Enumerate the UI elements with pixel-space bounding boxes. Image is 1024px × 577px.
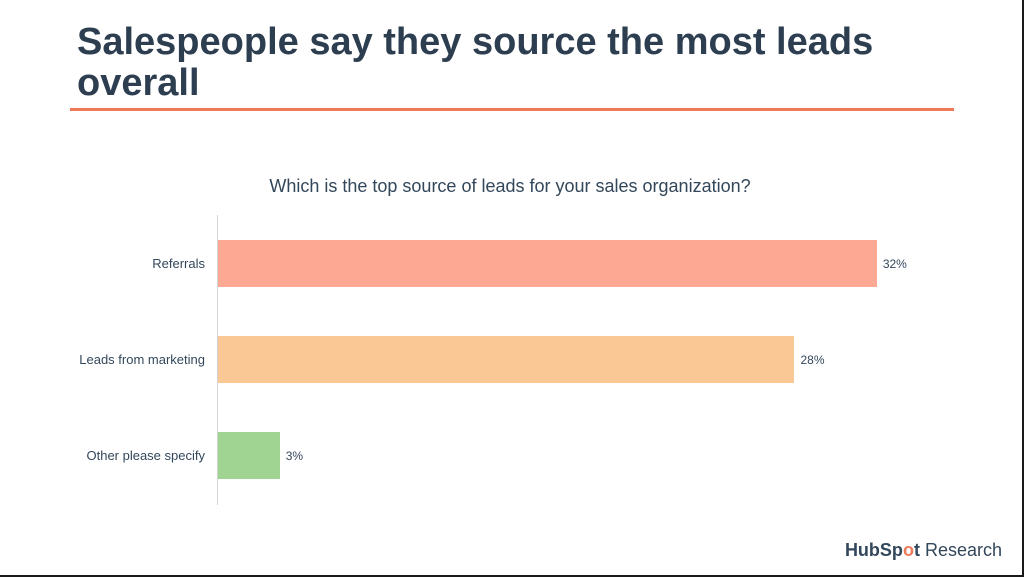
- bar: [218, 336, 795, 383]
- chart-title: Which is the top source of leads for you…: [269, 176, 751, 196]
- value-label: 3%: [285, 448, 304, 463]
- y-axis-line: [217, 215, 218, 505]
- title-divider: [70, 108, 954, 111]
- page-title: Salespeople say they source the most lea…: [77, 21, 874, 104]
- value-label: 28%: [800, 352, 825, 367]
- hubspot-research-logo: HubSpot Research: [845, 540, 1002, 561]
- brand-tag: Research: [924, 540, 1002, 560]
- brand-wordmark: HubSpot: [844, 540, 920, 560]
- sprocket-icon: o: [902, 540, 914, 560]
- value-label: 32%: [882, 256, 907, 271]
- bar: [218, 240, 877, 287]
- category-label: Leads from marketing: [79, 351, 205, 367]
- category-label: Other please specify: [86, 447, 205, 463]
- category-label: Referrals: [152, 255, 205, 271]
- bar: [218, 432, 280, 479]
